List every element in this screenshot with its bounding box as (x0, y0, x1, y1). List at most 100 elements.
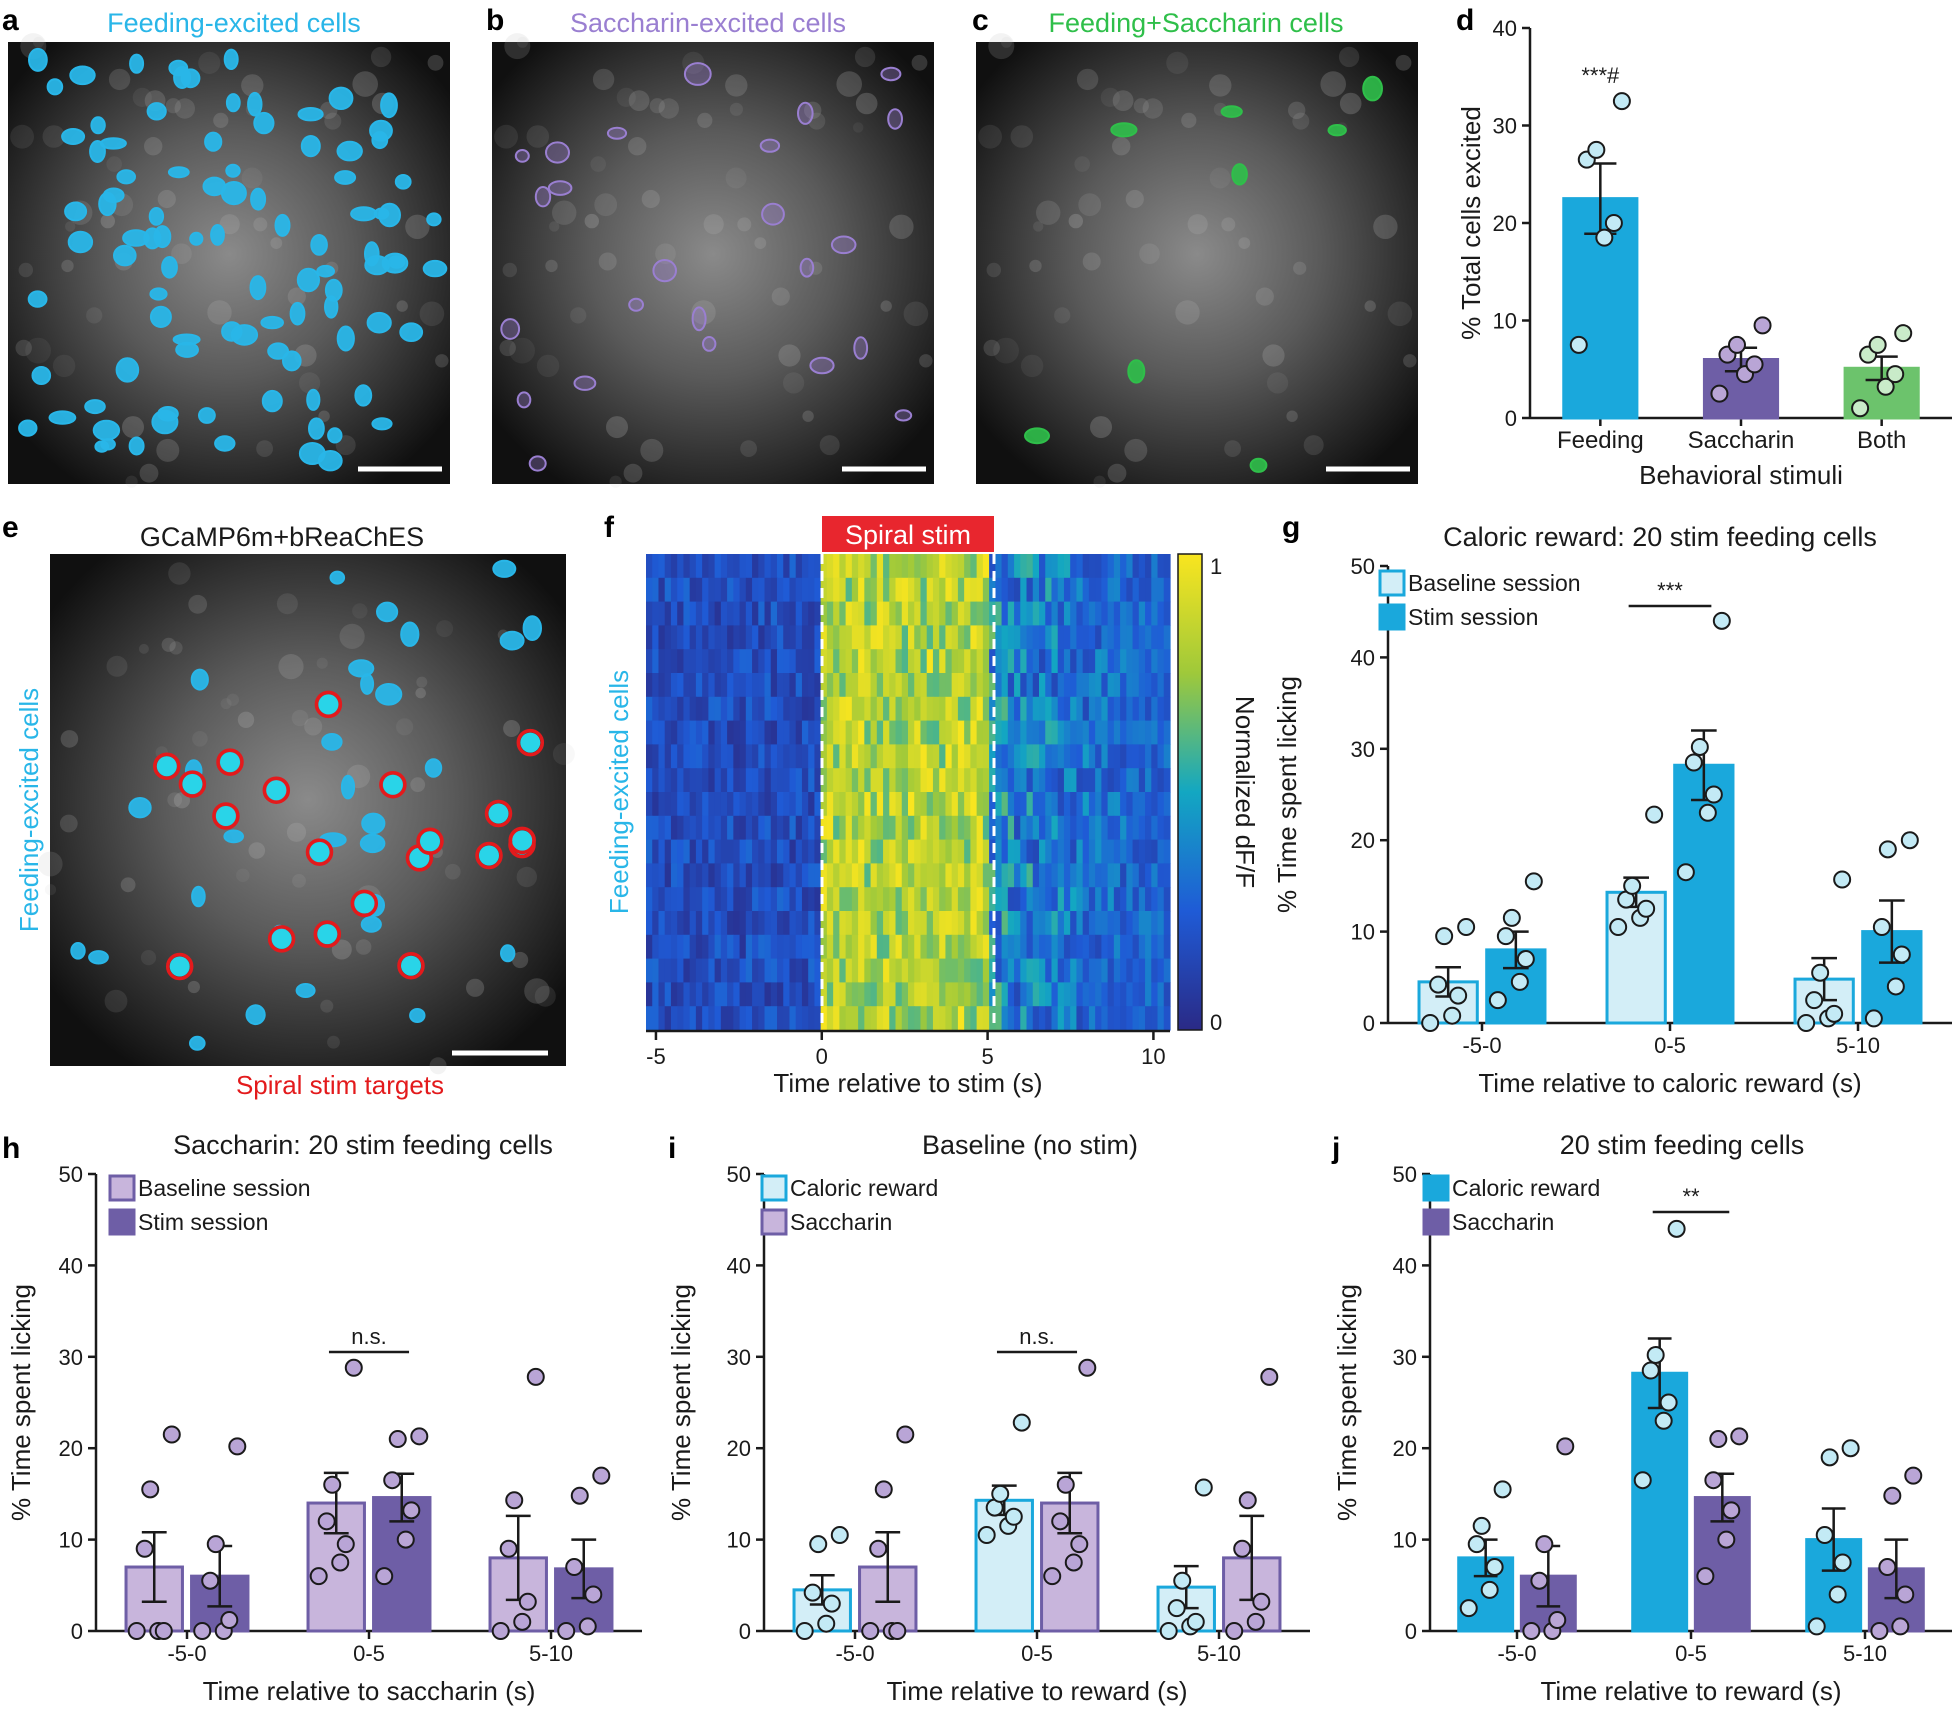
heatmap-cell (1007, 887, 1015, 912)
heatmap-cell (1039, 554, 1046, 579)
heatmap-cell (995, 601, 1003, 626)
stim-target-ring (314, 690, 343, 719)
heatmap-cell (814, 815, 822, 841)
heatmap-cell (932, 673, 940, 698)
colorbar-label: Normalized dF/F (1230, 696, 1260, 888)
stim-target-ring (153, 752, 181, 780)
heatmap-cell (758, 887, 766, 912)
heatmap-cell (951, 887, 959, 912)
heatmap-cell (995, 815, 1003, 841)
heatmap-cell (783, 792, 791, 817)
heatmap-cell (1095, 768, 1102, 793)
background-cell (291, 709, 309, 727)
heatmap-cell (752, 625, 759, 650)
heatmap-cell (801, 887, 809, 912)
data-point (1820, 1448, 1839, 1467)
heatmap-cell (777, 1006, 784, 1031)
heatmap-cell (1014, 696, 1021, 722)
heatmap-cell (932, 720, 940, 745)
data-point (206, 1535, 225, 1554)
heatmap-cell (1051, 887, 1059, 912)
heatmap-cell (714, 815, 722, 841)
heatmap-cell (1138, 554, 1146, 579)
heatmap-cell (733, 792, 741, 817)
heatmap-cell (845, 958, 853, 983)
heatmap-cell (814, 1006, 822, 1031)
heatmap-cell (714, 601, 722, 626)
heatmap-cell (695, 934, 703, 960)
background-cell (658, 98, 679, 119)
y-tick-label: 20 (1493, 211, 1517, 236)
heatmap-cell (1007, 815, 1015, 841)
heatmap-cell (995, 982, 1003, 1007)
background-cell (100, 213, 116, 229)
heatmap-cell (764, 577, 772, 603)
heatmap-cell (908, 673, 915, 698)
heatmap-cell (1132, 815, 1140, 841)
heatmap-cell (658, 982, 666, 1007)
heatmap-cell (889, 934, 897, 960)
heatmap-cell (851, 601, 859, 626)
heatmap-cell (689, 887, 697, 912)
heatmap-cell (845, 815, 853, 841)
heatmap-cell (764, 839, 772, 864)
heatmap-cell (932, 911, 940, 936)
y-tick-label: 40 (727, 1253, 751, 1278)
heatmap-cell (646, 815, 653, 841)
heatmap-cell (1126, 958, 1134, 983)
heatmap-cell (795, 554, 803, 579)
heatmap-cell (695, 577, 703, 603)
cell-roi (149, 305, 172, 328)
heatmap-cell (1163, 625, 1171, 650)
heatmap-cell (1014, 625, 1021, 650)
heatmap-cell (727, 792, 734, 817)
heatmap-cell (789, 1006, 797, 1031)
heatmap-cell (833, 696, 840, 722)
heatmap-cell (1107, 625, 1115, 650)
heatmap-cell (777, 577, 784, 603)
heatmap-cell (1007, 673, 1015, 698)
heatmap-cell (970, 982, 978, 1007)
heatmap-cell (777, 911, 784, 936)
heatmap-cell (727, 554, 734, 579)
chart-h: Saccharin: 20 stim feeding cells01020304… (6, 1130, 642, 1706)
data-point (822, 1594, 841, 1613)
background-cell (276, 593, 298, 615)
heatmap-cell (1007, 554, 1015, 579)
cell-roi (94, 440, 110, 453)
heatmap-cell (833, 982, 840, 1007)
data-point (1070, 1535, 1089, 1554)
heatmap-cell (1039, 934, 1046, 960)
heatmap-cell (714, 720, 722, 745)
heatmap-cell (777, 792, 784, 817)
heatmap-cell (1132, 1006, 1140, 1031)
heatmap-cell (808, 863, 816, 888)
heatmap-cell (989, 792, 996, 817)
y-tick-label: 30 (1393, 1345, 1417, 1370)
heatmap-cell (1020, 554, 1028, 579)
heatmap-cell (851, 768, 859, 793)
heatmap-cell (770, 863, 778, 888)
heatmap-cell (764, 863, 772, 888)
background-cell (503, 720, 521, 737)
heatmap-cell (939, 982, 947, 1007)
y-tick-label: 20 (727, 1436, 751, 1461)
heatmap-cell (789, 839, 797, 864)
heatmap-cell (683, 958, 691, 983)
legend-label: Baseline session (138, 1175, 311, 1201)
heatmap-cell (926, 934, 934, 960)
background-cell (1054, 307, 1071, 324)
heatmap-cell (845, 839, 853, 864)
heatmap-cell (1001, 982, 1009, 1007)
heatmap-cell (1145, 934, 1152, 960)
heatmap-cell (1126, 982, 1134, 1007)
heatmap-cell (970, 744, 978, 769)
heatmap-cell (745, 792, 753, 817)
heatmap-cell (951, 744, 959, 769)
y-tick-label: 20 (1393, 1436, 1417, 1461)
heatmap-cell (845, 792, 853, 817)
heatmap-cell (1132, 982, 1140, 1007)
heatmap-cell (901, 863, 909, 888)
cell-roi (204, 131, 223, 152)
heatmap-cell (1057, 792, 1065, 817)
